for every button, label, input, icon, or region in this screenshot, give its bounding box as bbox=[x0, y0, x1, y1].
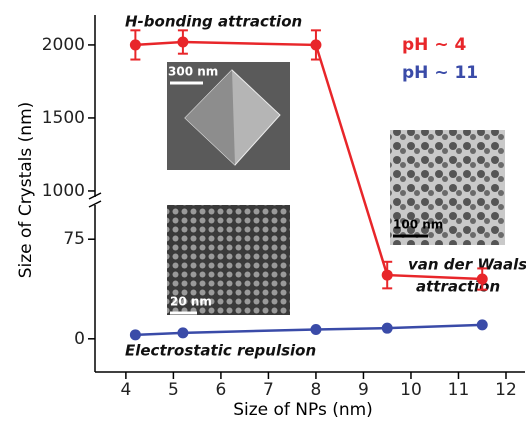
scale-bar-label: 20 nm bbox=[170, 295, 212, 309]
point bbox=[130, 329, 141, 340]
legend-label: pH ~ 4 bbox=[402, 35, 466, 55]
x-tick-label: 7 bbox=[263, 380, 274, 400]
point bbox=[177, 37, 188, 48]
point bbox=[177, 327, 188, 338]
x-tick-label: 10 bbox=[400, 380, 422, 400]
x-tick-label: 5 bbox=[168, 380, 179, 400]
x-tick-label: 9 bbox=[358, 380, 369, 400]
x-tick-label: 11 bbox=[448, 380, 470, 400]
point bbox=[130, 39, 141, 50]
legend-label: pH ~ 11 bbox=[402, 63, 478, 83]
annotation: van der Waals bbox=[408, 256, 526, 274]
x-tick-label: 4 bbox=[120, 380, 131, 400]
y-axis-label: Size of Crystals (nm) bbox=[16, 102, 36, 279]
point bbox=[477, 319, 488, 330]
x-tick-label: 12 bbox=[495, 380, 517, 400]
chart: 300 nm 20 nm 100 nm Size of NPs (nm) Siz… bbox=[0, 0, 526, 434]
y-tick-label: 1000 bbox=[42, 181, 85, 201]
scale-bar-label: 300 nm bbox=[168, 65, 218, 79]
y-tick-label: 1500 bbox=[42, 108, 85, 128]
y-tick-label: 0 bbox=[74, 329, 85, 349]
point bbox=[310, 324, 321, 335]
point bbox=[382, 270, 393, 281]
x-axis-label: Size of NPs (nm) bbox=[233, 400, 373, 420]
x-tick-label: 6 bbox=[215, 380, 226, 400]
x-tick-label: 8 bbox=[311, 380, 322, 400]
point bbox=[477, 274, 488, 285]
annotation: Electrostatic repulsion bbox=[125, 342, 316, 360]
annotation: H-bonding attraction bbox=[125, 13, 302, 31]
point bbox=[310, 39, 321, 50]
y-tick-label: 75 bbox=[63, 229, 85, 249]
y-tick-label: 2000 bbox=[42, 35, 85, 55]
point bbox=[382, 323, 393, 334]
scale-bar-label: 100 nm bbox=[393, 218, 443, 232]
